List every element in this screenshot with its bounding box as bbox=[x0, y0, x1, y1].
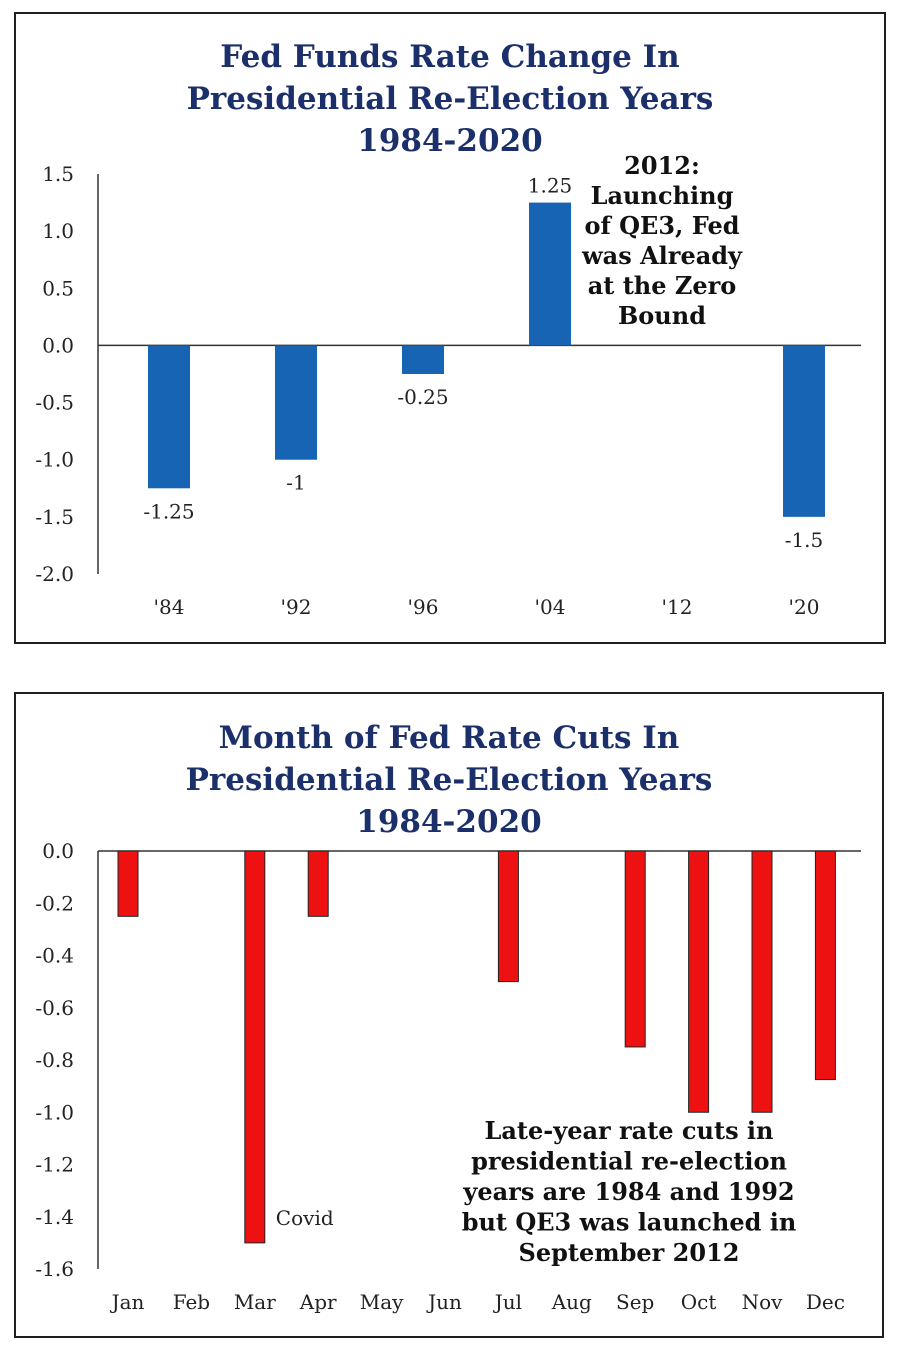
data-label: -1 bbox=[286, 471, 305, 495]
bar bbox=[402, 345, 444, 374]
x-tick-label: '04 bbox=[535, 595, 566, 619]
y-tick-label: -2.0 bbox=[35, 562, 74, 586]
chart-title-line: Presidential Re-Election Years bbox=[185, 762, 713, 798]
annotation-line: 2012: bbox=[624, 151, 700, 180]
y-tick-label: -0.2 bbox=[35, 891, 74, 915]
x-tick-label: Jan bbox=[110, 1290, 145, 1314]
y-tick-label: -1.0 bbox=[35, 448, 74, 472]
y-tick-label: -1.4 bbox=[35, 1205, 74, 1229]
x-tick-label: Oct bbox=[681, 1290, 717, 1314]
chart-title-line: Month of Fed Rate Cuts In bbox=[218, 720, 680, 756]
data-label: 1.25 bbox=[528, 174, 573, 198]
x-tick-label: '96 bbox=[408, 595, 439, 619]
annotation-line: at the Zero bbox=[588, 271, 737, 300]
x-tick-label: '84 bbox=[154, 595, 185, 619]
y-tick-label: -0.8 bbox=[35, 1048, 74, 1072]
x-tick-label: Nov bbox=[742, 1290, 784, 1314]
bar bbox=[688, 850, 710, 1113]
y-tick-label: -0.4 bbox=[35, 944, 74, 968]
annotation-line: Bound bbox=[618, 301, 706, 330]
chart-panel-rate-change: Fed Funds Rate Change In Presidential Re… bbox=[14, 12, 886, 644]
x-tick-label: '92 bbox=[281, 595, 312, 619]
data-label: -0.25 bbox=[397, 385, 448, 409]
x-tick-label: Dec bbox=[806, 1290, 845, 1314]
bar bbox=[148, 345, 190, 489]
annotation-line: Late-year rate cuts in bbox=[485, 1116, 774, 1145]
bar-label-covid: Covid bbox=[276, 1206, 334, 1230]
x-tick-label: Sep bbox=[616, 1290, 654, 1314]
y-tick-label: -1.6 bbox=[35, 1257, 74, 1281]
x-tick-label: Aug bbox=[551, 1290, 592, 1314]
annotation-line: years are 1984 and 1992 bbox=[462, 1177, 794, 1206]
x-tick-label: May bbox=[360, 1290, 404, 1314]
y-tick-label: 0.0 bbox=[42, 839, 74, 863]
bar bbox=[497, 850, 519, 983]
bar bbox=[275, 345, 317, 460]
y-tick-label: -0.5 bbox=[35, 391, 74, 415]
x-tick-label: Jul bbox=[493, 1290, 522, 1314]
bar bbox=[751, 850, 773, 1113]
annotation-line: but QE3 was launched in bbox=[462, 1208, 797, 1237]
bar bbox=[783, 345, 825, 517]
annotation-line: presidential re-election bbox=[471, 1147, 787, 1176]
x-tick-label: Feb bbox=[173, 1290, 210, 1314]
chart-panel-month-cuts: Month of Fed Rate Cuts In Presidential R… bbox=[14, 692, 884, 1338]
bar-chart-month-cuts: 0.0 -0.2 -0.4 -0.6 -0.8 -1.0 -1.2 -1.4 -1.6 Jan Fe… bbox=[35, 839, 861, 1314]
annotation-line: was Already bbox=[581, 241, 743, 270]
bar bbox=[244, 850, 266, 1244]
annotation-line: September 2012 bbox=[519, 1238, 740, 1267]
bar-chart-rate-change: 1.5 1.0 0.5 0.0 -0.5 -1.0 -1.5 -2.0 -1.25 '84 -1 '9… bbox=[35, 151, 861, 619]
y-tick-label: -1.0 bbox=[35, 1100, 74, 1124]
y-tick-label: -0.6 bbox=[35, 996, 74, 1020]
chart-title-line: Fed Funds Rate Change In bbox=[220, 39, 680, 75]
y-tick-label: 1.5 bbox=[42, 162, 74, 186]
bar bbox=[117, 850, 139, 917]
y-tick-label: 0.5 bbox=[42, 276, 74, 300]
chart-title-line: 1984-2020 bbox=[357, 123, 543, 159]
x-tick-label: Apr bbox=[299, 1290, 337, 1314]
x-tick-label: '12 bbox=[662, 595, 693, 619]
data-label: -1.5 bbox=[785, 528, 824, 552]
annotation-line: Launching bbox=[591, 181, 734, 210]
bar bbox=[624, 850, 646, 1048]
x-tick-label: '20 bbox=[789, 595, 820, 619]
y-tick-label: -1.2 bbox=[35, 1153, 74, 1177]
y-tick-label: 1.0 bbox=[42, 219, 74, 243]
y-tick-label: -1.5 bbox=[35, 505, 74, 529]
y-tick-label: 0.0 bbox=[42, 333, 74, 357]
chart-title-line: Presidential Re-Election Years bbox=[186, 81, 714, 117]
bar bbox=[814, 850, 836, 1081]
chart-title-rate-change: Fed Funds Rate Change In Presidential Re… bbox=[16, 36, 884, 162]
bar bbox=[529, 202, 571, 346]
chart-title-line: 1984-2020 bbox=[356, 804, 542, 840]
x-tick-label: Jun bbox=[426, 1290, 462, 1314]
chart-title-month-cuts: Month of Fed Rate Cuts In Presidential R… bbox=[16, 717, 882, 843]
annotation-line: of QE3, Fed bbox=[584, 211, 739, 240]
x-tick-label: Mar bbox=[234, 1290, 276, 1314]
bar bbox=[307, 850, 329, 917]
data-label: -1.25 bbox=[143, 499, 194, 523]
